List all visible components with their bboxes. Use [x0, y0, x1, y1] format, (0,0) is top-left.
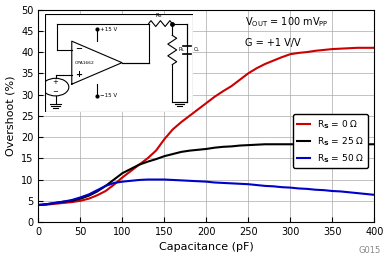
X-axis label: Capacitance (pF): Capacitance (pF) — [159, 243, 254, 252]
Y-axis label: Overshoot (%): Overshoot (%) — [5, 76, 16, 156]
Text: G = +1 V/V: G = +1 V/V — [245, 38, 301, 48]
Legend: R$_\mathbf{S}$ = 0 Ω, R$_\mathbf{S}$ = 25 Ω, R$_\mathbf{S}$ = 50 Ω: R$_\mathbf{S}$ = 0 Ω, R$_\mathbf{S}$ = 2… — [293, 114, 368, 168]
Text: V$_{\mathregular{OUT}}$ = 100 mV$_{\mathregular{PP}}$: V$_{\mathregular{OUT}}$ = 100 mV$_{\math… — [245, 15, 329, 29]
Text: G015: G015 — [359, 246, 381, 255]
